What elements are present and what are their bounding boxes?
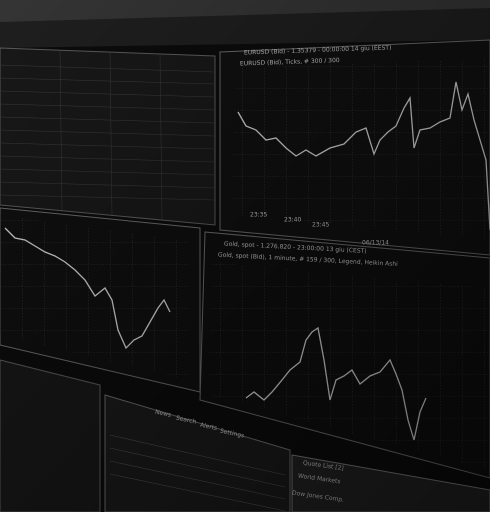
vignette: [0, 0, 490, 512]
screen-photo: EURUSD (Bid) - 1.35379 - 00:00:00 14 giu…: [0, 0, 490, 512]
page: EURUSD (Bid) - 1.35379 - 00:00:00 14 giu…: [0, 0, 490, 512]
